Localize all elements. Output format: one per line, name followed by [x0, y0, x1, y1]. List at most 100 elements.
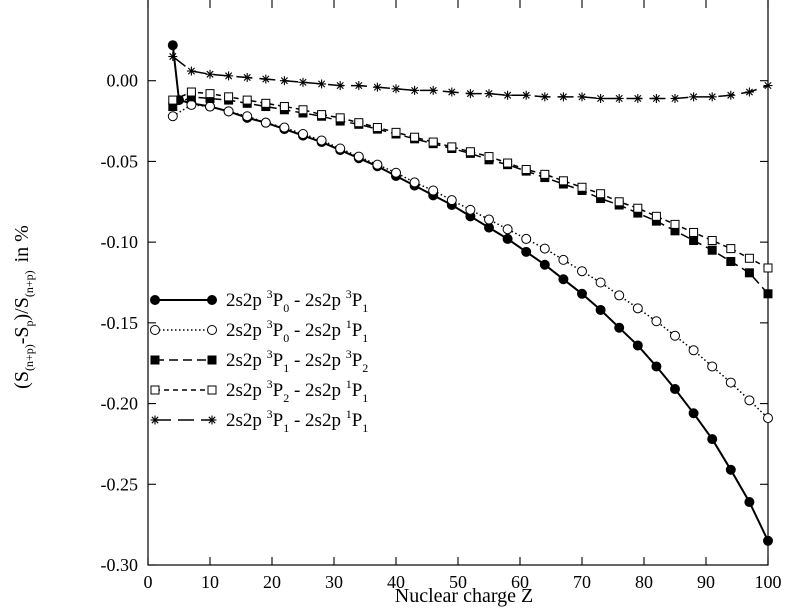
- data-point: [186, 66, 196, 76]
- data-point: [298, 105, 308, 115]
- data-point: [503, 158, 513, 168]
- data-point: [707, 434, 718, 445]
- legend-entry: 2s2p 3P1 - 2s2p 1P1: [150, 407, 368, 435]
- legend-label-part: 2s2p: [226, 290, 267, 311]
- data-point: [279, 102, 289, 112]
- legend-label-part: - 2s2p: [289, 290, 345, 311]
- x-tick-label: 50: [449, 572, 467, 592]
- data-point: [223, 106, 234, 117]
- legend-label: 2s2p 3P0 - 2s2p 1P1: [226, 317, 368, 345]
- legend-label-script: 1: [346, 407, 352, 421]
- asterisk-stroke: [690, 93, 698, 101]
- legend-label-part: P: [352, 380, 363, 401]
- data-point: [205, 69, 215, 79]
- legend-marker: [207, 325, 217, 335]
- data-point: [689, 227, 699, 237]
- data-point: [763, 289, 773, 299]
- x-tick-label: 30: [325, 572, 343, 592]
- asterisk-stroke: [671, 94, 679, 103]
- data-point: [651, 211, 661, 221]
- data-point: [261, 74, 271, 84]
- asterisk-stroke: [429, 86, 437, 94]
- asterisk-stroke: [336, 81, 344, 90]
- legend-label-part: P: [352, 350, 363, 371]
- asterisk-stroke: [355, 81, 363, 90]
- data-point: [744, 87, 754, 97]
- data-point: [410, 132, 420, 142]
- data-point: [670, 330, 680, 341]
- data-point: [298, 77, 308, 87]
- data-point: [577, 182, 587, 192]
- legend-label-part: P: [273, 290, 284, 311]
- legend-label-script: 1: [362, 301, 368, 315]
- asterisk-stroke: [745, 88, 753, 96]
- legend-label-part: - 2s2p: [289, 410, 345, 431]
- data-point: [391, 167, 401, 178]
- data-point: [391, 127, 401, 137]
- y-tick-label: -0.10: [101, 232, 139, 252]
- legend-label-script: 0: [283, 301, 289, 315]
- x-tick-label: 20: [263, 572, 281, 592]
- x-tick-label: 100: [755, 572, 782, 592]
- data-point: [186, 87, 196, 97]
- data-point: [335, 113, 345, 123]
- asterisk-stroke: [262, 75, 270, 83]
- x-tick-label: 80: [635, 572, 653, 592]
- legend-label-part: 2s2p: [226, 320, 267, 341]
- data-point: [168, 52, 178, 61]
- x-tick-label: 10: [201, 572, 219, 592]
- legend-label-script: 1: [346, 317, 352, 331]
- y-tick-label: -0.25: [101, 474, 139, 494]
- data-point: [689, 92, 699, 102]
- data-point: [335, 143, 346, 154]
- data-point: [688, 345, 699, 356]
- legend-entry: 2s2p 3P2 - 2s2p 1P1: [150, 377, 368, 405]
- data-point: [521, 233, 532, 244]
- data-point: [595, 304, 606, 315]
- data-point: [744, 395, 755, 406]
- data-point: [558, 274, 569, 285]
- legend-label-part: 2s2p: [226, 380, 267, 401]
- legend-label-script: 2: [362, 361, 368, 375]
- data-point: [242, 72, 252, 82]
- data-point: [744, 497, 755, 508]
- y-label-part: )/S: [11, 297, 33, 320]
- y-label-sub: (n+p): [22, 270, 36, 297]
- y-axis-label: (S(n+p)-Sp)/S(n+p)in %: [11, 225, 36, 389]
- legend-label-part: P: [273, 410, 284, 431]
- asterisk-stroke: [522, 91, 530, 99]
- data-point: [651, 93, 661, 103]
- data-point: [595, 277, 606, 288]
- data-point: [279, 122, 290, 133]
- data-point: [372, 123, 382, 133]
- legend-label-script: 3: [267, 347, 273, 361]
- asterisk-stroke: [243, 73, 251, 82]
- data-point: [763, 263, 773, 273]
- data-point: [596, 93, 606, 103]
- data-point: [261, 98, 271, 108]
- legend-entry: 2s2p 3P1 - 2s2p 3P2: [150, 347, 368, 375]
- asterisk-stroke: [280, 77, 288, 85]
- data-point: [242, 95, 252, 105]
- data-point: [614, 322, 625, 333]
- legend-marker: [150, 325, 160, 335]
- y-tick-label: -0.30: [101, 555, 139, 575]
- asterisk-stroke: [727, 91, 735, 99]
- asterisk-stroke: [541, 93, 549, 101]
- data-point: [372, 82, 382, 92]
- legend-label-part: P: [273, 380, 284, 401]
- data-point: [744, 253, 754, 263]
- data-point: [465, 204, 476, 215]
- data-point: [614, 290, 625, 301]
- asterisk-stroke: [764, 81, 772, 90]
- legend-label-script: 3: [346, 287, 352, 301]
- data-point: [465, 89, 475, 99]
- series-layer: [167, 40, 773, 546]
- data-point: [707, 236, 717, 246]
- data-point: [391, 84, 401, 94]
- data-point: [447, 142, 457, 152]
- data-point: [763, 535, 773, 546]
- plot-frame: [147, 0, 769, 566]
- legend-label-part: P: [352, 410, 363, 431]
